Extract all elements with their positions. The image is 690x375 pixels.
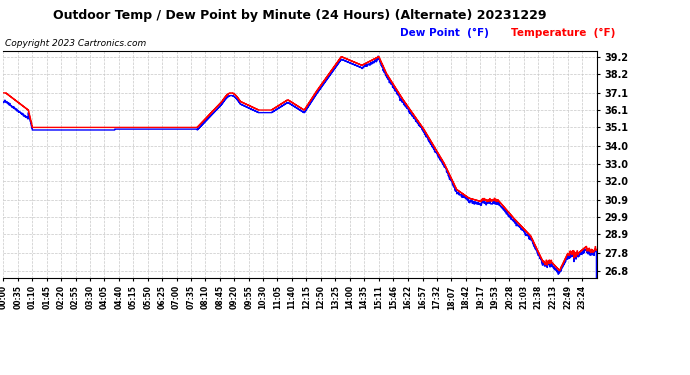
Text: Temperature  (°F): Temperature (°F) — [511, 28, 615, 38]
Text: Dew Point  (°F): Dew Point (°F) — [400, 28, 489, 38]
Text: Copyright 2023 Cartronics.com: Copyright 2023 Cartronics.com — [5, 39, 146, 48]
Text: Outdoor Temp / Dew Point by Minute (24 Hours) (Alternate) 20231229: Outdoor Temp / Dew Point by Minute (24 H… — [53, 9, 547, 22]
